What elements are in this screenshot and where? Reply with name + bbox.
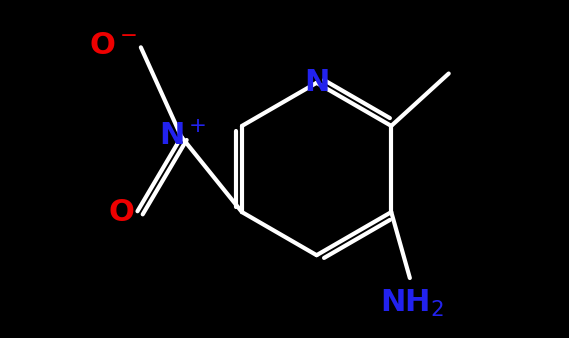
Text: O$^-$: O$^-$ (89, 31, 138, 60)
Text: N: N (304, 68, 329, 97)
Text: NH$_2$: NH$_2$ (380, 288, 443, 319)
Text: N$^+$: N$^+$ (159, 122, 207, 151)
Text: O: O (108, 198, 134, 227)
